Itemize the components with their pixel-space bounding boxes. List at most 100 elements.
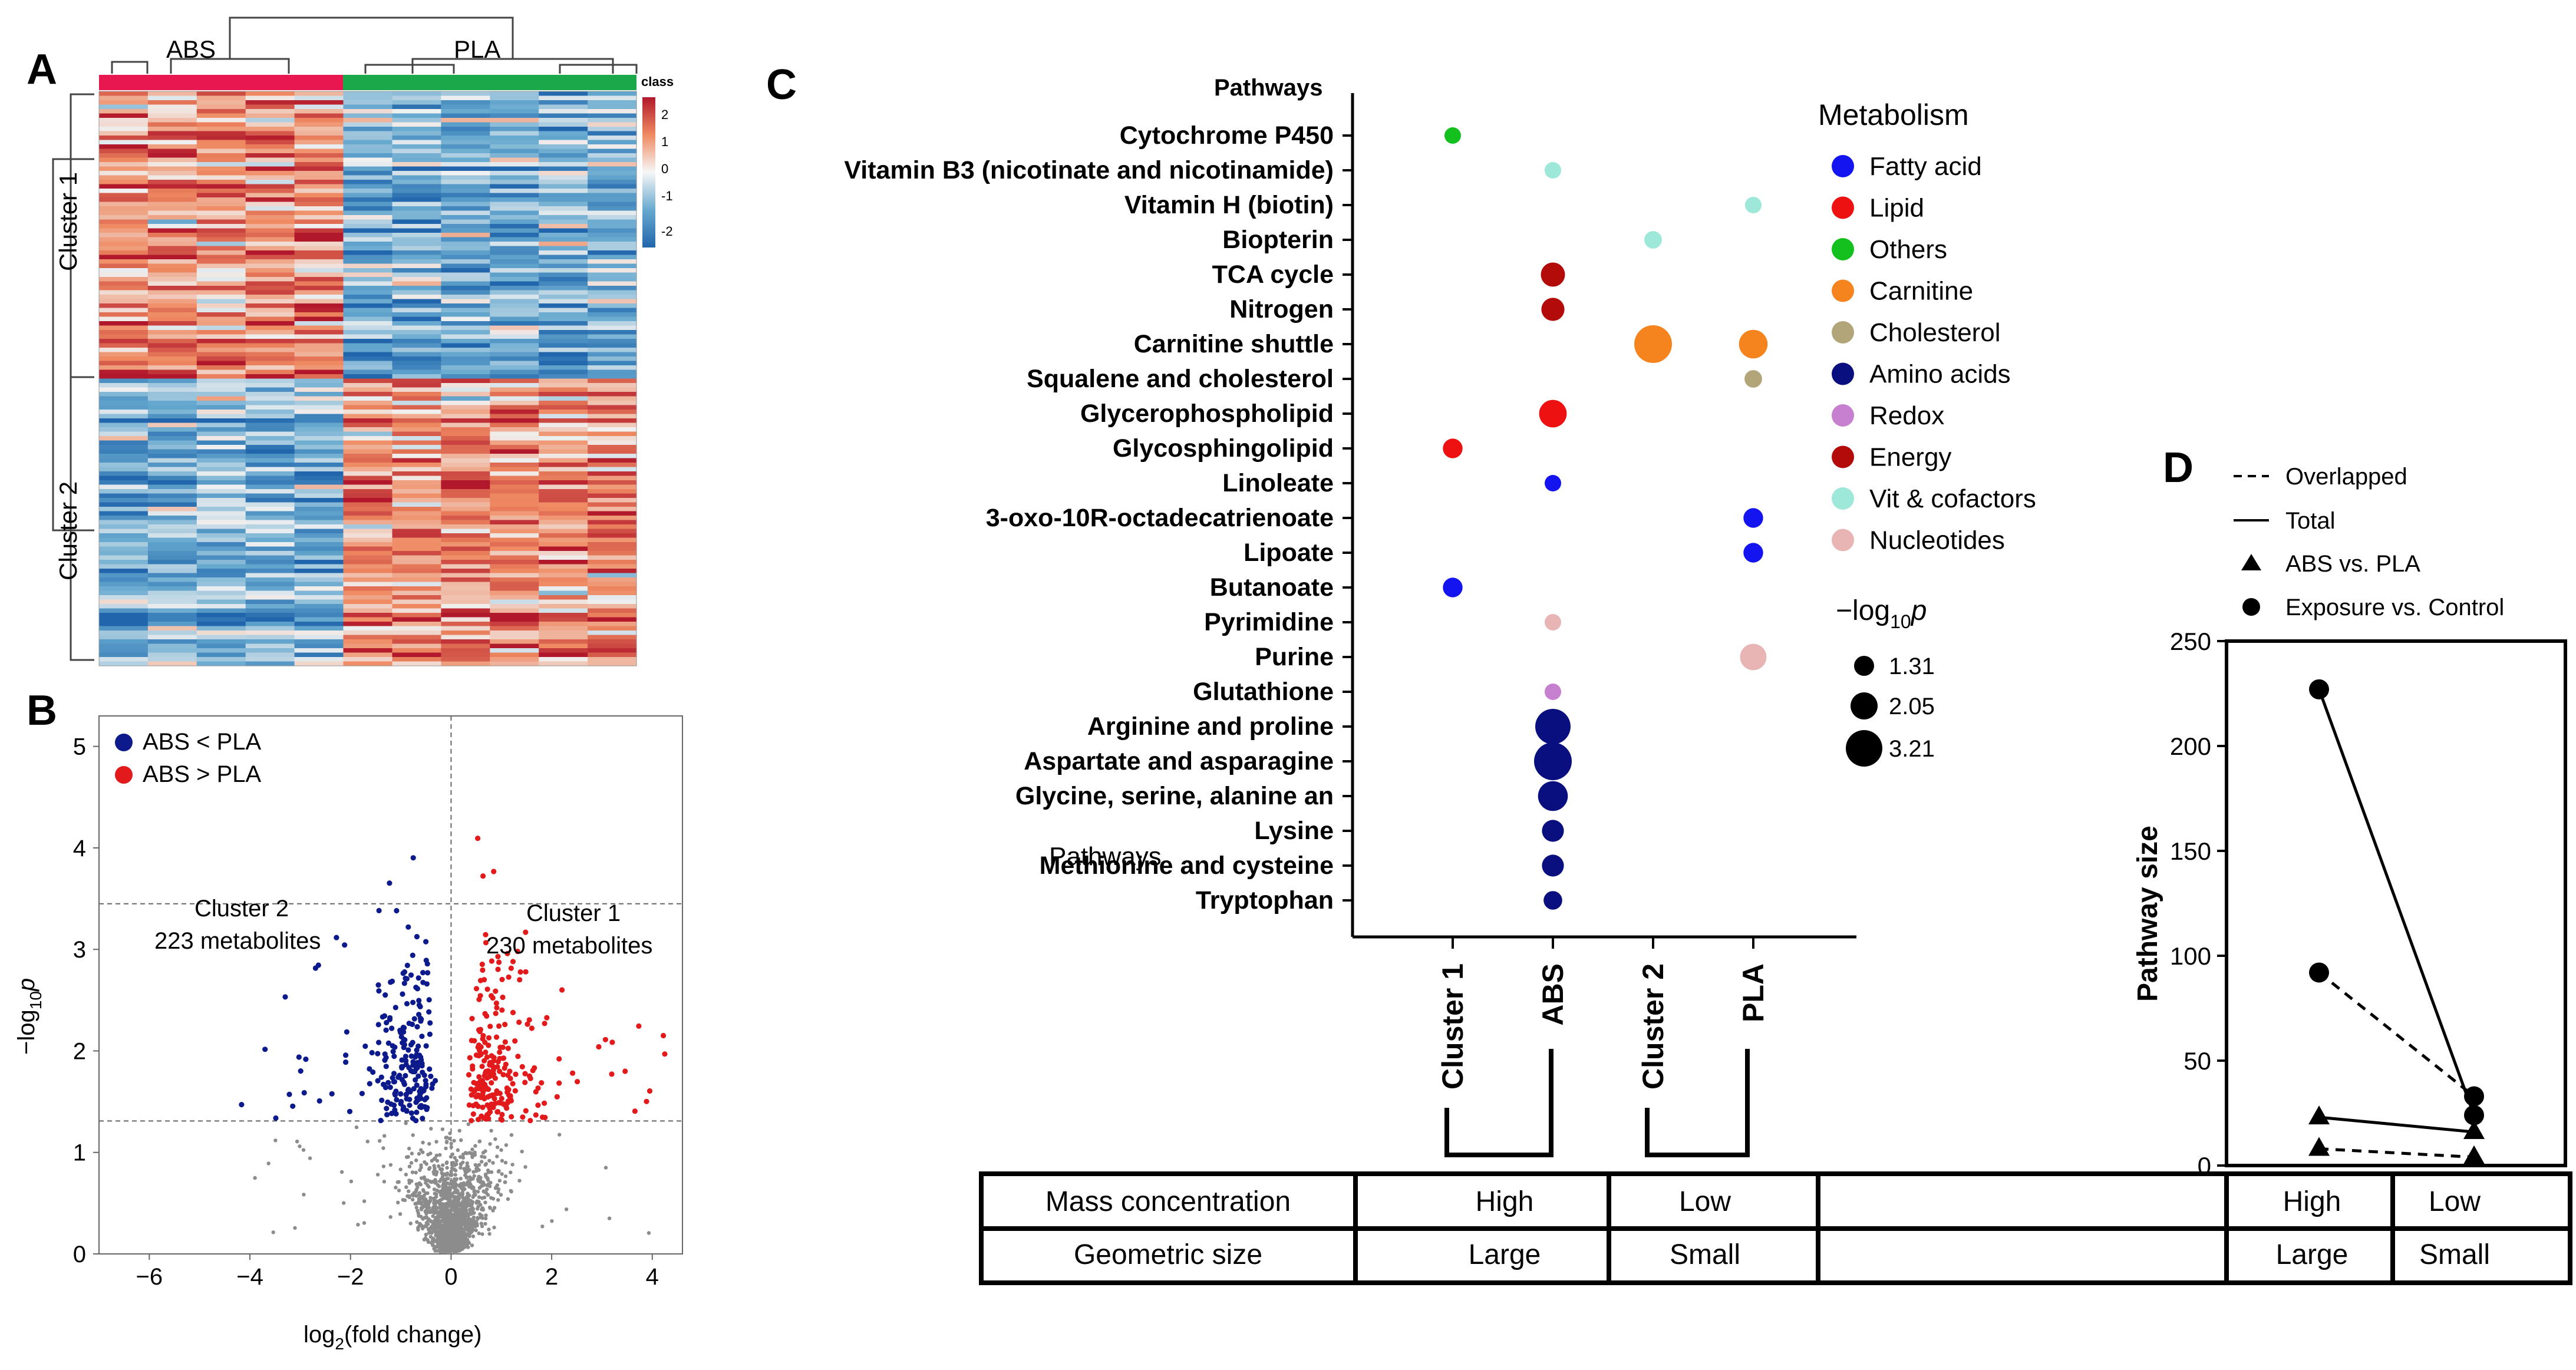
table-cell: Small [2419,1239,2490,1270]
heatmap-cell [99,303,149,309]
heatmap-cell [539,648,588,653]
heatmap-cell [490,458,539,463]
group-axis-label: ABS [1536,963,1569,1026]
volcano-point-ns [477,1195,481,1199]
volcano-point-abs-lt-pla [298,1068,304,1074]
table-cell: Small [1670,1239,1740,1270]
volcano-point-abs-lt-pla [421,1072,427,1078]
heatmap-cell [147,410,197,415]
volcano-point-ns [477,1231,481,1236]
pathway-label: Purine [1255,643,1334,671]
heatmap-cell [196,157,246,163]
heatmap-cell [245,414,295,419]
heatmap-cell [490,277,539,282]
heatmap-cell [490,524,539,530]
volcano-point-abs-lt-pla [382,992,388,998]
pathway-label: Lysine [1254,817,1334,845]
volcano-point-abs-lt-pla [405,924,411,930]
volcano-point-ns [459,1163,463,1167]
cluster-1-annotation-title: Cluster 1 [526,900,621,926]
colorbar-tick: -2 [661,224,673,239]
volcano-point-ns [422,1198,426,1203]
heatmap-cell [294,613,344,618]
volcano-point-ns [480,1154,484,1158]
pathway-bubble [1743,543,1763,563]
heatmap-cell [99,361,149,366]
heatmap-cell [343,255,392,260]
volcano-point-ns [446,1243,451,1247]
heatmap-cell [343,436,392,441]
heatmap-cell [294,661,344,666]
heatmap-cell [294,422,344,428]
heatmap-cell [490,206,539,212]
heatmap-cell [490,489,539,494]
heatmap-cell [588,91,637,97]
volcano-point-ns [445,1189,449,1193]
volcano-point-abs-gt-pla [504,1100,511,1106]
heatmap-cell [196,445,246,450]
heatmap-cell [245,533,295,539]
heatmap-cell [539,511,588,516]
heatmap-cell [343,590,392,596]
heatmap-cell [539,237,588,242]
volcano-point-abs-gt-pla [482,1039,488,1045]
heatmap-cell [99,228,149,233]
heatmap-cell [196,171,246,176]
heatmap-cell [245,316,295,322]
heatmap-cell [245,498,295,503]
volcano-point-ns [444,1140,449,1144]
volcano-point-abs-lt-pla [391,1071,397,1077]
heatmap-cell [294,635,344,640]
heatmap-cell [441,312,490,318]
heatmap-cell [343,193,392,198]
volcano-point-ns [427,1142,431,1146]
heatmap-cell [147,136,197,141]
heatmap-cell [294,590,344,596]
heatmap-cell [99,657,149,662]
volcano-point-ns [445,1166,449,1170]
heatmap-cell [99,555,149,560]
volcano-point-ns [449,1145,453,1149]
heatmap-cell [294,109,344,114]
volcano-point-ns [428,1230,433,1234]
volcano-point-abs-gt-pla [494,1005,500,1011]
heatmap-cell [294,643,344,649]
heatmap-cell [539,290,588,295]
volcano-point-ns [414,1158,418,1163]
heatmap-cell [392,524,441,530]
volcano-point-abs-gt-pla [522,1080,528,1085]
heatmap-cell [343,604,392,609]
heatmap-cell [245,537,295,543]
heatmap-cell [539,630,588,636]
heatmap-cell [343,626,392,631]
volcano-point-abs-lt-pla [414,1052,420,1058]
heatmap-cell [441,546,490,552]
volcano-point-abs-gt-pla [522,1071,528,1077]
heatmap-cell [539,652,588,658]
volcano-point-ns [449,1141,453,1146]
heatmap-cell [294,604,344,609]
heatmap-cell [539,352,588,357]
heatmap-cell [245,330,295,335]
heatmap-cell [490,599,539,605]
heatmap-cell [490,449,539,454]
heatmap-cell [539,445,588,450]
heatmap-cell [99,546,149,552]
volcano-point-abs-gt-pla [484,1102,490,1108]
heatmap-cell [196,630,246,636]
heatmap-cell [294,383,344,388]
volcano-point-ns [461,1184,466,1188]
volcano-point-abs-lt-pla [388,1101,394,1107]
heatmap-cell [588,109,637,114]
heatmap-cell [343,246,392,251]
heatmap-cell [343,259,392,265]
heatmap-cell [490,555,539,560]
series-marker-circle [2309,679,2329,699]
volcano-point-ns [480,1232,484,1236]
heatmap-cell [490,361,539,366]
pathway-bubble [1542,820,1564,842]
heatmap-cell [245,369,295,375]
heatmap-cell [196,193,246,198]
heatmap-cell [441,166,490,171]
heatmap-cell [588,595,637,600]
